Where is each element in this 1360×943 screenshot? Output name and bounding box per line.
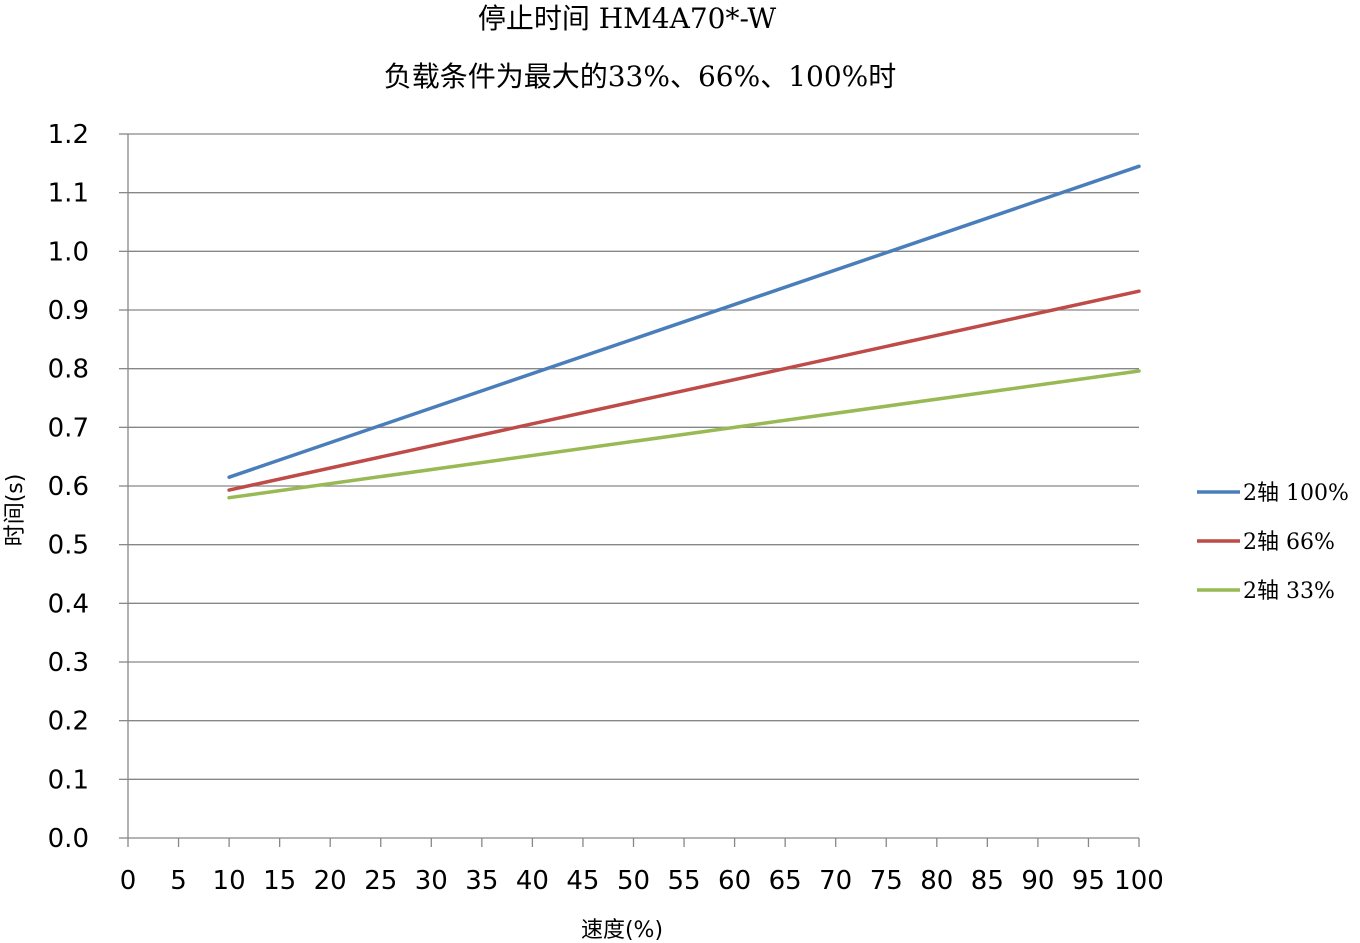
y-tick-label: 0.7 (48, 413, 89, 443)
y-tick-label: 0.8 (48, 355, 89, 385)
y-tick-label: 0.9 (48, 296, 89, 326)
y-tick-label: 1.1 (48, 179, 89, 209)
x-tick-label: 25 (364, 866, 397, 896)
y-tick-label: 0.6 (48, 472, 89, 502)
x-tick-label: 35 (465, 866, 498, 896)
series-lines (227, 164, 1141, 500)
chart-title: 停止时间 HM4A70*-W (478, 2, 777, 35)
y-tick-label: 1.0 (48, 237, 89, 267)
series-line (227, 164, 1141, 479)
x-tick-label: 70 (819, 866, 852, 896)
y-tick-label: 0.5 (48, 531, 89, 561)
legend-label: 2轴 33% (1243, 579, 1335, 604)
x-tick-label: 95 (1072, 866, 1105, 896)
x-tick-label: 65 (769, 866, 802, 896)
x-tick-label: 50 (617, 866, 650, 896)
x-tick-label: 10 (213, 866, 246, 896)
y-tick-label: 0.4 (48, 589, 89, 619)
series-line (227, 369, 1141, 500)
x-tick-label: 75 (870, 866, 903, 896)
legend-label: 2轴 100% (1243, 481, 1349, 506)
axes (119, 133, 1140, 847)
tick-labels: 0.0 0.1 0.2 0.3 0.4 0.5 0.6 0.7 0.8 0.9 1.0 1.1 1.2 0… (48, 120, 1164, 896)
y-axis-label: 时间(s) (3, 474, 28, 547)
x-tick-label: 30 (415, 866, 448, 896)
legend: 2轴 100% 2轴 66% 2轴 33% (1197, 481, 1349, 604)
y-tick-label: 0.0 (48, 824, 89, 854)
gridlines (128, 133, 1139, 780)
x-axis-label: 速度(%) (581, 918, 663, 943)
y-tick-label: 0.2 (48, 707, 89, 737)
legend-label: 2轴 66% (1243, 530, 1335, 555)
x-tick-label: 15 (263, 866, 296, 896)
x-tick-label: 85 (971, 866, 1004, 896)
x-tick-label: 0 (120, 866, 137, 896)
x-tick-label: 90 (1021, 866, 1054, 896)
x-tick-label: 100 (1114, 866, 1164, 896)
x-tick-label: 20 (314, 866, 347, 896)
x-tick-label: 80 (920, 866, 953, 896)
series-line (227, 289, 1141, 492)
x-tick-label: 40 (516, 866, 549, 896)
x-tick-label: 60 (718, 866, 751, 896)
y-tick-label: 0.3 (48, 648, 89, 678)
y-tick-label: 0.1 (48, 765, 89, 795)
chart-subtitle: 负载条件为最大的33%、66%、100%时 (384, 60, 897, 93)
x-tick-label: 55 (668, 866, 701, 896)
x-tick-label: 5 (170, 866, 187, 896)
x-tick-label: 45 (566, 866, 599, 896)
y-tick-label: 1.2 (48, 120, 89, 150)
